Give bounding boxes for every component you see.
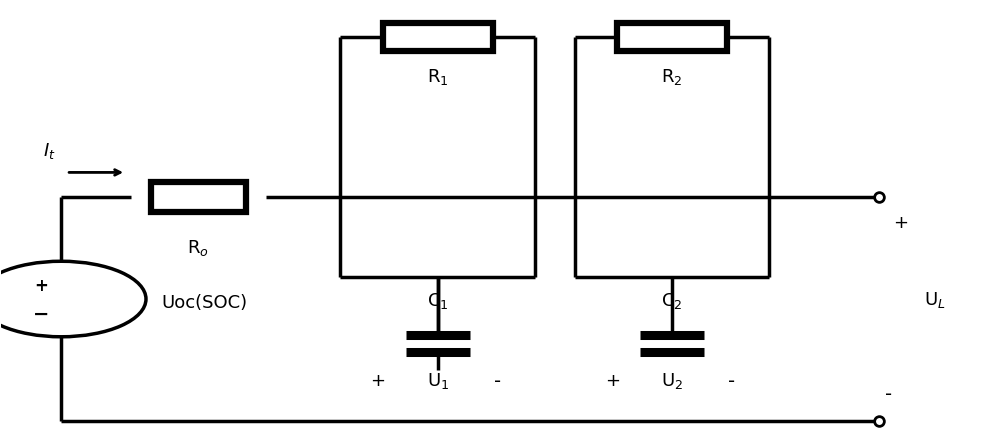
Text: +: + <box>605 372 620 390</box>
Text: +: + <box>34 277 48 295</box>
FancyBboxPatch shape <box>151 182 246 212</box>
Text: R$_o$: R$_o$ <box>187 238 209 258</box>
Text: C$_1$: C$_1$ <box>427 291 448 311</box>
FancyBboxPatch shape <box>383 23 493 51</box>
Text: C$_2$: C$_2$ <box>661 291 683 311</box>
Text: -: - <box>494 372 501 391</box>
Text: Uoc(SOC): Uoc(SOC) <box>161 295 247 312</box>
Text: R$_2$: R$_2$ <box>661 67 683 87</box>
Text: I$_t$: I$_t$ <box>43 141 56 161</box>
Text: -: - <box>885 385 892 404</box>
Text: U$_1$: U$_1$ <box>427 371 449 391</box>
Text: U$_2$: U$_2$ <box>661 371 683 391</box>
Text: +: + <box>893 215 908 232</box>
Text: R$_1$: R$_1$ <box>427 67 448 87</box>
Text: +: + <box>370 372 385 390</box>
Text: −: − <box>33 305 49 324</box>
Text: -: - <box>728 372 735 391</box>
Text: U$_L$: U$_L$ <box>924 290 945 310</box>
FancyBboxPatch shape <box>617 23 727 51</box>
